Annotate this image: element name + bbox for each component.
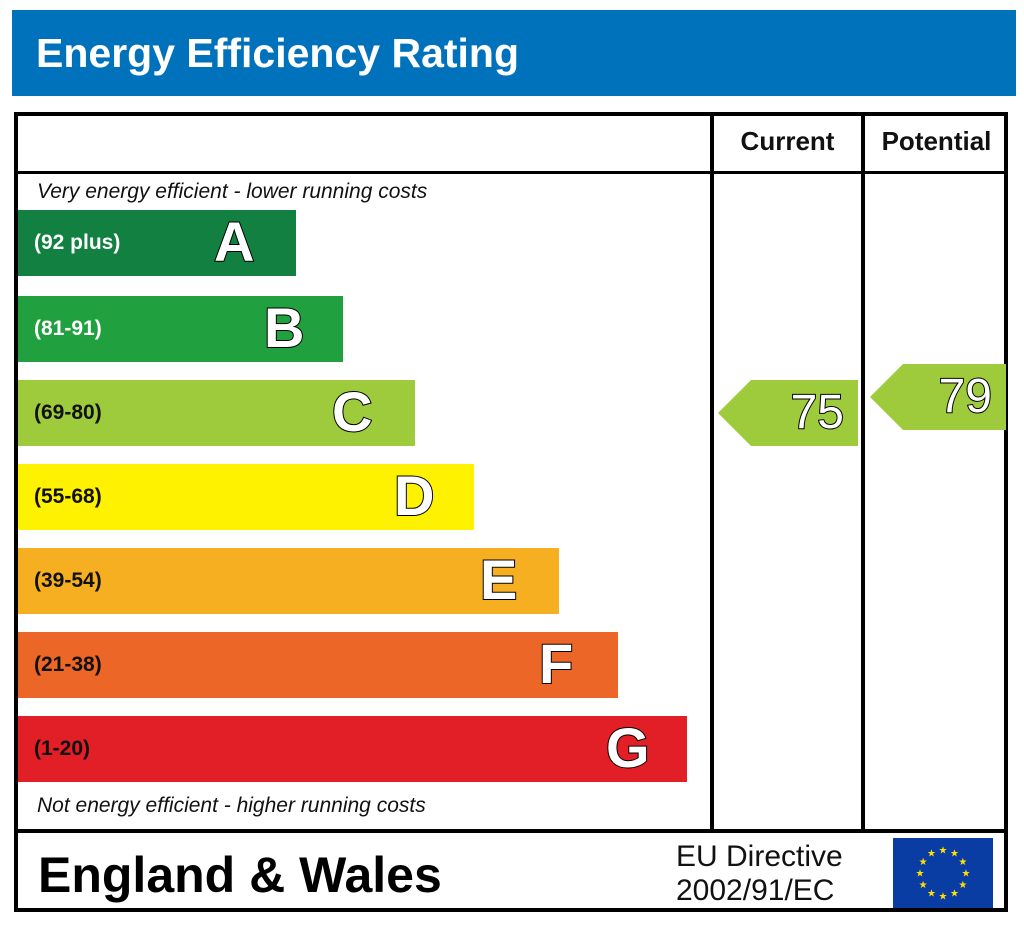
footer-divider: [14, 829, 1008, 833]
flag-star: ★: [962, 869, 971, 880]
eu-flag-icon: ★ ★ ★ ★ ★ ★ ★ ★ ★ ★ ★ ★: [893, 838, 993, 908]
band-range-label: (21-38): [34, 653, 102, 676]
band-a: (92 plus) A: [18, 210, 296, 276]
flag-star: ★: [916, 869, 925, 880]
band-range-label: (92 plus): [34, 231, 121, 254]
band-range-label: (1-20): [34, 737, 91, 760]
page-title: Energy Efficiency Rating: [36, 30, 520, 76]
flag-star: ★: [927, 849, 936, 860]
current-rating-arrow-value: 75: [790, 386, 845, 439]
band-c: (69-80) C: [18, 380, 415, 446]
directive-line-2: 2002/91/EC: [676, 874, 835, 907]
current-rating-arrow: 75: [718, 380, 858, 446]
current-rating-arrow-shape: [718, 380, 858, 446]
band-letter: D: [393, 463, 435, 527]
flag-star: ★: [939, 846, 948, 857]
band-letter: G: [605, 715, 651, 779]
potential-rating-arrow-shape: [870, 364, 1006, 430]
directive-line-1: EU Directive: [676, 840, 843, 873]
header-row-divider: [14, 171, 1008, 174]
column-header-current: Current: [740, 126, 835, 156]
band-g: (1-20) G: [18, 716, 687, 782]
flag-star: ★: [950, 849, 959, 860]
potential-rating-arrow: 79: [870, 364, 1006, 430]
divider-potential: [861, 112, 865, 832]
divider-current: [710, 112, 714, 832]
note-inefficient: Not energy efficient - higher running co…: [37, 794, 426, 817]
band-range-label: (39-54): [34, 569, 102, 592]
flag-star: ★: [958, 880, 967, 891]
band-letter: F: [538, 631, 574, 695]
band-range-label: (81-91): [34, 317, 102, 340]
header-bar: Energy Efficiency Rating: [12, 10, 1016, 96]
column-header-potential: Potential: [881, 126, 992, 156]
band-e: (39-54) E: [18, 548, 559, 614]
flag-star: ★: [950, 888, 959, 899]
band-range-label: (55-68): [34, 485, 102, 508]
region-label: England & Wales: [38, 847, 442, 903]
band-f: (21-38) F: [18, 632, 618, 698]
flag-star: ★: [919, 857, 928, 868]
rating-frame: [14, 112, 1008, 912]
note-efficient: Very energy efficient - lower running co…: [37, 180, 428, 203]
flag-star: ★: [939, 892, 948, 903]
band-b: (81-91) B: [18, 296, 343, 362]
band-letter: E: [479, 547, 518, 611]
band-letter: C: [331, 379, 373, 443]
band-d: (55-68) D: [18, 464, 474, 530]
flag-star: ★: [927, 888, 936, 899]
band-range-label: (69-80): [34, 401, 102, 424]
potential-rating-arrow-value: 79: [938, 370, 993, 423]
flag-star: ★: [919, 880, 928, 891]
band-letter: B: [263, 295, 305, 359]
flag-star: ★: [958, 857, 967, 868]
band-letter: A: [213, 209, 255, 273]
